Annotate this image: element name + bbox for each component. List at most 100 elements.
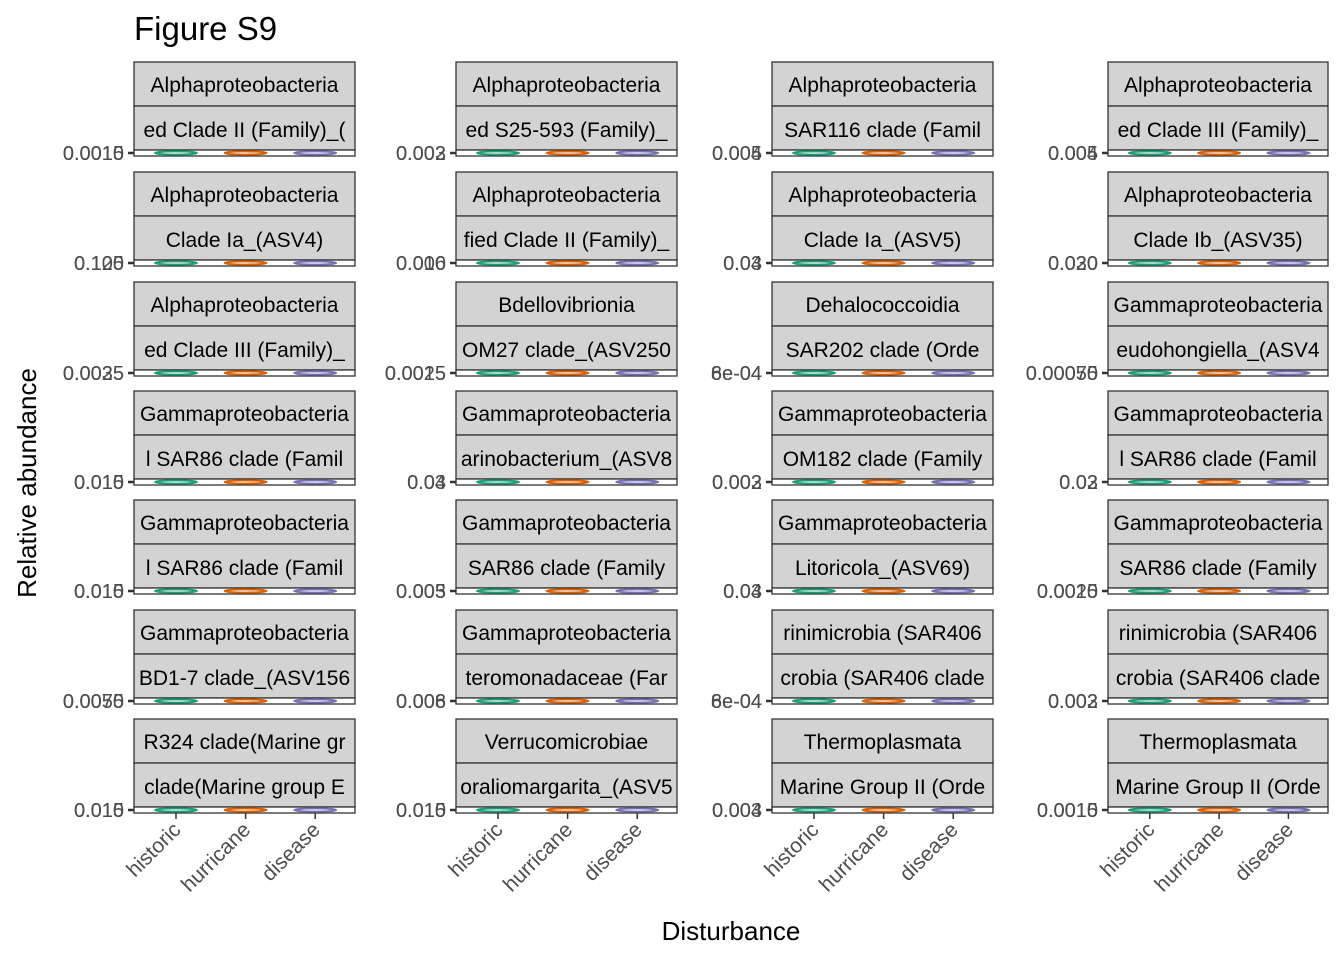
violin-disease [615,588,660,594]
y-tick-label: 0.04 [407,472,446,494]
facet-strip-label-2: Clade Ia_(ASV4) [166,229,324,252]
y-tick-label: 0.030 [1048,253,1098,275]
x-tick-label: historic [760,818,823,881]
x-tick-label: historic [122,818,185,881]
y-tick-label: 0.003 [396,581,446,603]
facet-panel: Gammaproteobacteria arinobacterium_(ASV8 0… [407,390,678,494]
facet-panel: Bdellovibrionia OM27 clade_(ASV250 0.00250… [385,281,678,385]
facet-panel: Alphaproteobacteria Clade Ib_(ASV35) 0.030… [1048,171,1329,275]
facet-strip-label-1: Alphaproteobacteria [1124,184,1312,207]
violin-hurricane [1197,370,1242,376]
facet-strip-label-1: Gammaproteobacteria [1114,403,1323,426]
violin-hurricane [545,150,590,156]
facet-strip-bottom [133,105,356,151]
facet-strip-label-1: Alphaproteobacteria [151,74,339,97]
facet-strip-label-1: Dehalococcoidia [805,294,959,317]
facet-strip-label-2: arinobacterium_(ASV8 [461,448,672,471]
facet-panel: Alphaproteobacteria Clade Ia_(ASV5) 0.040.… [723,171,994,275]
facet-strip-top [771,171,994,217]
facet-strip-bottom [133,653,356,699]
facet-strip-label-2: SAR202 clade (Orde [786,339,980,362]
violin-hurricane [545,479,590,485]
y-tick-label: 0.0015 [63,143,124,165]
x-axis-title: Disturbance [662,916,801,946]
violin-disease [293,807,338,813]
facet-strip-label-2: l SAR86 clade (Famil [146,448,343,471]
facet-strip-label-2: fied Clade II (Family)_ [464,229,670,252]
y-tick-label: 0.010 [396,800,446,822]
y-tick-label: 0.020 [1048,253,1098,275]
facet-strip-top [1107,390,1329,436]
violin-historic [153,588,198,594]
facet-strip-top [771,499,994,545]
facet-strip-label-1: Gammaproteobacteria [462,403,671,426]
y-tick-label: 0.0015 [1037,800,1098,822]
facet-strip-label-2: l SAR86 clade (Famil [146,557,343,580]
violin-historic [153,150,198,156]
violin-historic [475,370,520,376]
facet-strip-label-1: R324 clade(Marine gr [144,731,346,754]
y-tick-label: 0.03 [1059,472,1098,494]
facet-strip-label-2: Marine Group II (Orde [780,776,985,799]
facet-strip-bottom [133,215,356,261]
facet-strip-label-1: Gammaproteobacteria [140,403,349,426]
violin-hurricane [223,479,268,485]
y-tick-label: 0.03 [723,581,762,603]
facet-strip-bottom [133,543,356,589]
violin-hurricane [545,260,590,266]
y-tick-label: 0.010 [396,253,446,275]
violin-disease [293,370,338,376]
facet-strip-top [133,171,356,217]
y-tick-label: 0.006 [396,691,446,713]
y-tick-label: 0.0035 [63,363,124,385]
y-tick-label: 0.010 [74,800,124,822]
violin-hurricane [545,588,590,594]
facet-strip-bottom [455,762,678,808]
violin-hurricane [1197,260,1242,266]
y-tick-label: 0.04 [723,581,762,603]
violin-disease [931,370,976,376]
facet-strip-label-1: Verrucomicrobiae [485,731,648,754]
facet-strip-label-1: Gammaproteobacteria [462,622,671,645]
y-tick-label: 0.02 [1059,472,1098,494]
facet-strip-top [133,609,356,655]
violin-disease [1266,370,1311,376]
x-tick-label: disease [579,818,646,885]
facet-strip-bottom [1107,434,1329,480]
facet-strip-label-1: Gammaproteobacteria [778,512,987,535]
facet-strip-bottom [133,434,356,480]
y-tick-label: 0.008 [396,691,446,713]
y-tick-label: 0.00075 [1026,363,1098,385]
facet-strip-top [133,281,356,327]
facet-strip-label-1: Gammaproteobacteria [462,512,671,535]
violin-disease [931,807,976,813]
facet-strip-label-2: SAR86 clade (Family [1119,557,1317,580]
facet-strip-label-2: SAR116 clade (Famil [784,119,981,142]
y-tick-label: 8e-04 [711,691,762,713]
y-tick-label: 0.003 [1048,691,1098,713]
facet-panel: Gammaproteobacteria l SAR86 clade (Famil 0… [74,499,356,603]
violin-hurricane [861,479,906,485]
violin-disease [293,479,338,485]
violin-hurricane [223,260,268,266]
facet-panel: Thermoplasmata Marine Group II (Orde 0.004… [712,718,994,896]
violin-historic [475,479,520,485]
facet-strip-top [1107,281,1329,327]
facet-strip-label-1: Alphaproteobacteria [151,294,339,317]
facet-panel: Gammaproteobacteria l SAR86 clade (Famil 0… [1059,390,1329,494]
facet-strip-top [455,61,678,107]
violin-historic [791,479,836,485]
violin-historic [1127,807,1172,813]
violin-historic [153,479,198,485]
facet-strip-bottom [133,325,356,371]
violin-historic [475,807,520,813]
facet-panel: Alphaproteobacteria ed Clade III (Family)… [63,281,356,385]
y-tick-label: 0.04 [723,253,762,275]
facet-panel: rinimicrobia (SAR406 crobia (SAR406 clade… [711,609,994,713]
facet-strip-label-1: Alphaproteobacteria [473,184,661,207]
violin-hurricane [545,698,590,704]
y-tick-label: 0.015 [74,581,124,603]
facet-strip-label-2: ed Clade III (Family)_ [1118,119,1319,142]
violin-disease [615,370,660,376]
